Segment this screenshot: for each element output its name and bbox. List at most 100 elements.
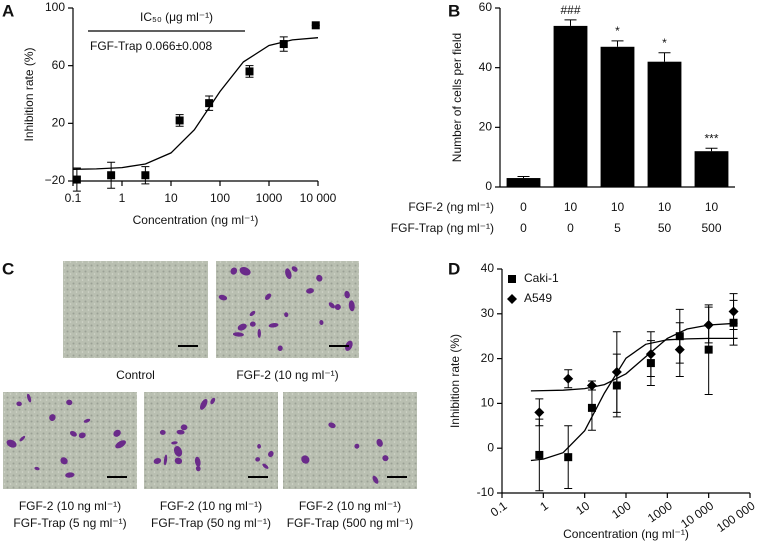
annotation: FGF-Trap 0.066±0.008	[90, 39, 213, 53]
stained-cell	[19, 435, 26, 442]
x-tick-label: 100	[609, 498, 634, 521]
stained-cell	[285, 268, 292, 280]
x-tick-label: 0	[520, 200, 527, 214]
x-tick-label: 1	[119, 191, 126, 205]
legend-marker	[508, 275, 516, 283]
stained-cell	[176, 429, 185, 435]
stained-cell	[173, 446, 183, 457]
error-bar	[705, 147, 718, 152]
row-label: FGF-Trap (ng ml⁻¹)	[391, 221, 494, 235]
x-tick-label: 100	[210, 191, 230, 205]
stained-cell	[194, 456, 201, 467]
stained-cell	[348, 300, 355, 312]
bar	[506, 178, 541, 187]
y-tick-label: −20	[45, 173, 66, 187]
stained-cell	[354, 443, 360, 449]
data-point	[311, 21, 320, 30]
x-tick-label: 1000	[645, 498, 675, 525]
annotation: IC₅₀ (μg ml⁻¹)	[140, 10, 213, 24]
stained-cell	[65, 472, 75, 478]
stained-cell	[69, 430, 77, 437]
x-tick-label: 0	[567, 221, 574, 235]
stained-cell	[83, 418, 91, 423]
x-tick-label: 10 000	[300, 191, 337, 205]
stained-cell	[163, 454, 168, 466]
x-tick-label: 1000	[256, 191, 283, 205]
data-point	[674, 344, 685, 355]
fit-curve	[530, 337, 738, 462]
y-axis-label: Inhibition rate (%)	[448, 334, 462, 428]
stained-cell	[328, 422, 336, 429]
stained-cell	[382, 455, 389, 462]
y-tick-label: 60	[52, 58, 66, 72]
data-point	[645, 349, 656, 360]
stained-cell	[174, 457, 183, 465]
y-tick-label: 60	[479, 0, 493, 14]
stained-cell	[180, 424, 188, 431]
image-caption: FGF-Trap (500 ng ml⁻¹)	[287, 516, 414, 530]
x-tick-label: 10	[611, 200, 625, 214]
stained-cell	[230, 267, 238, 275]
image-caption: FGF-2 (10 ng ml⁻¹)	[19, 499, 121, 513]
stained-cell	[232, 332, 244, 337]
stained-cell	[113, 429, 121, 437]
data-point	[175, 116, 184, 125]
legend-label: Caki-1	[524, 271, 559, 285]
bar	[600, 46, 635, 188]
row-label: FGF-2 (ng ml⁻¹)	[408, 200, 494, 214]
stained-cell	[284, 312, 289, 318]
stained-cell	[239, 267, 251, 276]
stained-cell	[372, 475, 379, 484]
data-point	[587, 403, 596, 412]
stained-cell	[60, 457, 68, 465]
y-axis-label: Number of cells per field	[450, 33, 464, 162]
error-bar	[611, 40, 624, 47]
panel-letter: C	[2, 259, 14, 278]
stained-cell	[306, 288, 314, 294]
x-tick-label: 50	[658, 221, 672, 235]
y-tick-label: 0	[485, 179, 492, 193]
stained-cell	[319, 319, 324, 326]
y-tick-label: 10	[481, 396, 495, 410]
stained-cell	[237, 323, 247, 331]
stained-cell	[159, 429, 166, 435]
bar	[647, 61, 682, 188]
stained-cell	[277, 345, 283, 351]
x-tick-label: 10	[573, 498, 592, 517]
data-point	[535, 450, 544, 459]
data-point	[534, 407, 545, 418]
stained-cell	[66, 399, 73, 406]
data-point	[205, 99, 214, 108]
stained-cell	[218, 294, 228, 301]
stained-cell	[153, 458, 162, 465]
data-point	[72, 175, 81, 184]
y-tick-label: 40	[481, 261, 495, 275]
data-point	[564, 453, 573, 462]
stained-cell	[257, 328, 261, 339]
stained-cell	[199, 399, 208, 410]
x-axis-label: Concentration (ng ml⁻¹)	[563, 527, 689, 541]
image-caption: FGF-Trap (50 ng ml⁻¹)	[151, 516, 271, 530]
y-tick-label: 20	[52, 116, 66, 130]
y-tick-label: 100	[45, 0, 65, 14]
stained-cell	[268, 323, 279, 328]
value-label: *	[615, 24, 620, 38]
data-point	[279, 40, 288, 49]
stained-cell	[26, 393, 32, 403]
stained-cell	[249, 321, 256, 327]
data-point	[728, 306, 739, 317]
x-tick-label: 100 000	[714, 498, 758, 535]
bar	[694, 151, 729, 187]
panel-letter: D	[448, 259, 460, 278]
panel-letter: A	[2, 1, 14, 20]
stained-cell	[210, 397, 216, 405]
stained-cell	[316, 274, 323, 282]
stained-cell	[268, 450, 274, 458]
panel-letter: B	[448, 1, 460, 20]
stained-cell	[34, 466, 40, 471]
y-tick-label: 20	[481, 351, 495, 365]
legend-marker	[507, 294, 517, 304]
value-label: ***	[704, 131, 718, 145]
micrograph	[283, 392, 417, 489]
x-tick-label: 1	[537, 498, 551, 513]
